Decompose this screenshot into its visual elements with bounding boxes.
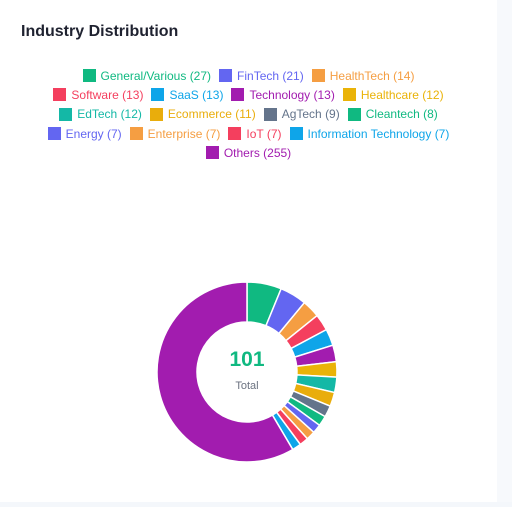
legend-swatch [47, 127, 61, 141]
legend-label: FinTech (21) [237, 68, 304, 83]
donut-slices [156, 281, 338, 463]
legend-item[interactable]: General/Various (27) [82, 68, 212, 83]
legend-label: HealthTech (14) [329, 68, 415, 83]
legend-label: Others (255) [223, 145, 292, 160]
legend-label: IoT (7) [246, 126, 282, 141]
legend-swatch [151, 88, 165, 102]
donut-chart: 101 Total [156, 281, 338, 463]
legend-item[interactable]: Information Technology (7) [289, 126, 450, 141]
legend-swatch [342, 88, 356, 102]
right-panel-edge [497, 0, 512, 502]
legend-swatch [59, 107, 73, 121]
legend-swatch [347, 107, 361, 121]
legend-label: Information Technology (7) [307, 126, 450, 141]
legend-swatch [231, 88, 245, 102]
legend-item[interactable]: Others (255) [205, 145, 292, 160]
legend-row: Energy (7) Enterprise (7) IoT (7) Informati… [0, 124, 497, 143]
legend-item[interactable]: EdTech (12) [59, 107, 142, 121]
legend-label: Software (13) [71, 87, 144, 102]
legend-label: Healthcare (12) [360, 87, 444, 102]
donut-chart-area: 101 Total [0, 160, 497, 502]
legend-item[interactable]: FinTech (21) [219, 69, 304, 83]
donut-slice[interactable] [156, 281, 294, 463]
legend-item[interactable]: Software (13) [53, 88, 143, 102]
legend-label: Technology (13) [249, 87, 335, 102]
legend-label: General/Various (27) [100, 68, 212, 83]
legend-row: EdTech (12) Ecommerce (11) AgTech (9) Clean… [0, 105, 497, 124]
center-total-value: 101 [229, 348, 264, 371]
legend-item[interactable]: Enterprise (7) [129, 126, 221, 141]
legend-row: General/Various (27) FinTech (21) HealthTe… [0, 66, 497, 85]
legend-swatch [205, 146, 219, 160]
legend-swatch [149, 107, 163, 121]
legend-swatch [263, 107, 277, 121]
legend-label: SaaS (13) [169, 87, 224, 102]
legend-label: Energy (7) [65, 126, 122, 141]
legend-swatch [311, 69, 325, 83]
center-total-label: Total [235, 380, 258, 392]
legend-item[interactable]: AgTech (9) [263, 107, 340, 122]
legend-item[interactable]: Ecommerce (11) [149, 107, 256, 122]
legend-item[interactable]: SaaS (13) [151, 88, 223, 102]
legend-label: EdTech (12) [77, 107, 142, 122]
legend-label: AgTech (9) [281, 107, 340, 122]
legend-label: Cleantech (8) [365, 107, 438, 122]
legend-swatch [129, 127, 143, 141]
legend-item[interactable]: IoT (7) [228, 126, 282, 141]
legend-row: Others (255) [0, 143, 497, 162]
chart-legend: General/Various (27) FinTech (21) HealthTe… [0, 66, 497, 162]
legend-item[interactable]: Technology (13) [231, 87, 335, 102]
legend-swatch [53, 88, 67, 102]
legend-label: Ecommerce (11) [167, 107, 256, 122]
legend-swatch [228, 127, 242, 141]
legend-item[interactable]: HealthTech (14) [311, 68, 415, 83]
legend-swatch [82, 69, 96, 83]
legend-item[interactable]: Energy (7) [47, 126, 122, 141]
legend-item[interactable]: Cleantech (8) [347, 107, 438, 122]
legend-swatch [289, 127, 303, 141]
card-title: Industry Distribution [21, 23, 179, 40]
industry-distribution-card: Industry Distribution General/Various (2… [0, 0, 498, 502]
legend-label: Enterprise (7) [147, 126, 221, 141]
legend-swatch [219, 69, 233, 83]
legend-item[interactable]: Healthcare (12) [342, 87, 444, 102]
legend-row: Software (13) SaaS (13) Technology (13) Hea… [0, 85, 497, 104]
